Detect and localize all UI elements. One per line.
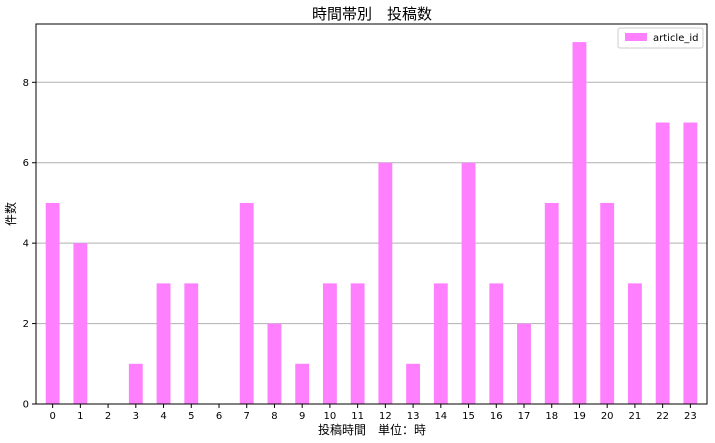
x-tick-label: 16	[490, 411, 503, 422]
bar-17	[517, 323, 531, 404]
y-axis-ticks: 0 2 4 6 8	[23, 78, 36, 411]
x-tick-label: 22	[656, 411, 669, 422]
bars	[45, 42, 698, 404]
bar-14	[433, 283, 448, 404]
bar-8	[267, 323, 282, 404]
bar-0	[45, 202, 60, 404]
y-tick-label: 6	[23, 158, 29, 169]
plot-frame	[35, 23, 708, 405]
x-axis-label: 投稿時間 単位：時	[318, 422, 426, 437]
x-tick-label: 11	[351, 411, 364, 422]
bar-7	[239, 202, 254, 404]
x-tick-label: 13	[407, 411, 420, 422]
bar-1	[73, 243, 88, 404]
bar-13	[406, 363, 421, 404]
legend: article_id	[617, 27, 704, 49]
x-tick-label: 8	[271, 411, 277, 422]
x-tick-label: 9	[299, 411, 305, 422]
bar-22	[655, 122, 670, 404]
x-tick-label: 17	[518, 411, 531, 422]
bar-10	[322, 283, 337, 404]
x-tick-label: 23	[684, 411, 697, 422]
x-tick-label: 1	[77, 411, 83, 422]
y-tick-label: 0	[23, 400, 29, 411]
bar-23	[683, 122, 698, 404]
x-tick-label: 2	[105, 411, 111, 422]
x-tick-label: 14	[434, 411, 447, 422]
x-tick-label: 19	[573, 411, 586, 422]
bar-9	[295, 363, 310, 404]
x-tick-label: 0	[49, 411, 55, 422]
legend-swatch	[625, 33, 647, 41]
x-tick-label: 18	[545, 411, 558, 422]
bar-16	[489, 283, 504, 404]
gridlines	[36, 81, 707, 325]
x-tick-label: 21	[629, 411, 642, 422]
x-tick-label: 4	[160, 411, 166, 422]
bar-12	[378, 162, 393, 404]
bar-4	[156, 283, 171, 404]
y-tick-label: 2	[23, 319, 29, 330]
legend-label: article_id	[653, 33, 699, 44]
y-axis-label: 件数	[3, 202, 18, 226]
bar-19	[572, 42, 587, 404]
x-tick-label: 3	[133, 411, 139, 422]
x-tick-label: 7	[244, 411, 250, 422]
x-tick-label: 12	[379, 411, 392, 422]
x-tick-label: 6	[216, 411, 222, 422]
x-tick-label: 5	[188, 411, 194, 422]
y-tick-label: 4	[23, 239, 29, 250]
y-tick-label: 8	[23, 78, 29, 89]
bar-3	[128, 363, 143, 404]
bar-11	[350, 283, 365, 404]
x-axis-ticks: 0 1 2 3 4 5 6 7 8 9 10 11 12 13 14 15 16 17 18 19 20 21 22 23	[49, 404, 697, 422]
bar-20	[600, 202, 615, 404]
bar-18	[544, 202, 559, 404]
x-tick-label: 10	[324, 411, 337, 422]
bar-15	[461, 162, 476, 404]
chart-title: 時間帯別 投稿数	[312, 5, 432, 23]
x-tick-label: 20	[601, 411, 614, 422]
x-tick-label: 15	[462, 411, 475, 422]
bar-5	[184, 283, 199, 404]
bar-21	[627, 283, 642, 404]
